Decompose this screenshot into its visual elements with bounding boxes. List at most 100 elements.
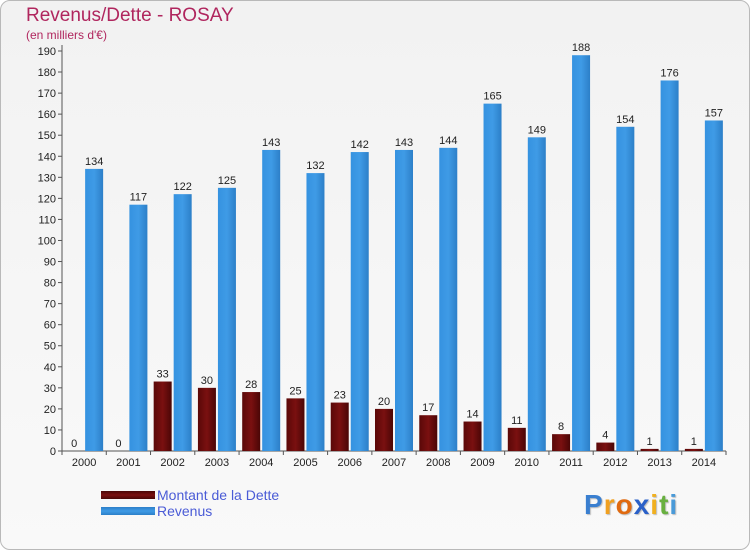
bar-revenus [173,194,192,451]
x-tick-label: 2005 [293,457,317,469]
bar-dette [507,427,526,451]
data-label-dette: 0 [71,438,77,450]
data-label-dette: 14 [466,409,478,421]
bar-dette [640,448,659,451]
legend-label-dette: Montant de la Dette [157,487,280,503]
bar-revenus [129,204,148,451]
bar-revenus [572,55,591,452]
logo-letter: t [659,489,670,520]
data-label-dette: 23 [334,390,346,402]
legend-swatch-dette [101,491,155,499]
bar-dette [596,442,615,451]
data-label-revenus: 165 [483,91,501,103]
x-tick-label: 2000 [72,457,96,469]
y-tick-label: 140 [38,151,56,163]
logo-letter: i [669,489,679,520]
y-tick-label: 10 [44,425,56,437]
bar-revenus [85,168,104,452]
y-tick-label: 40 [44,362,56,374]
x-tick-label: 2006 [337,457,361,469]
y-tick-label: 30 [44,383,56,395]
bar-revenus [306,173,325,451]
bar-revenus [616,126,635,451]
y-tick-label: 190 [38,46,56,58]
proxiti-logo: Proxiti [584,489,678,521]
y-tick-label: 150 [38,130,56,142]
x-tick-label: 2013 [647,457,671,469]
bar-revenus [395,149,413,451]
data-label-revenus: 144 [439,135,457,147]
data-label-dette: 1 [647,436,653,448]
bar-dette [153,381,172,451]
bar-dette [684,448,703,451]
x-tick-label: 2012 [603,457,627,469]
data-label-dette: 8 [558,421,564,433]
data-label-dette: 25 [289,385,301,397]
y-tick-label: 110 [38,214,56,226]
data-label-revenus: 157 [705,107,723,119]
y-tick-label: 170 [38,88,56,100]
bar-revenus [704,120,723,451]
chart-subtitle: (en milliers d'€) [26,28,107,42]
data-label-revenus: 143 [262,137,280,149]
data-label-revenus: 176 [660,67,678,79]
bar-dette [197,387,216,451]
chart-title: Revenus/Dette - ROSAY [26,5,234,26]
data-label-revenus: 125 [218,175,236,187]
bar-revenus [439,147,458,451]
x-tick-label: 2014 [692,457,716,469]
y-tick-label: 80 [44,278,56,290]
data-label-revenus: 143 [395,137,413,149]
x-tick-label: 2009 [470,457,494,469]
bar-revenus [217,187,236,451]
bar-revenus [262,149,281,451]
y-tick-label: 50 [44,341,56,353]
x-tick-label: 2003 [205,457,229,469]
y-tick-label: 90 [44,257,56,269]
data-label-dette: 33 [157,369,169,381]
legend-swatch-revenus [101,507,155,515]
bar-dette [552,434,571,451]
data-label-dette: 28 [245,379,257,391]
data-label-revenus: 142 [351,139,369,151]
data-label-revenus: 154 [616,114,634,126]
y-tick-label: 20 [44,404,56,416]
bar-dette [330,402,349,451]
y-tick-label: 100 [38,235,56,247]
y-tick-label: 160 [38,109,56,121]
data-label-dette: 30 [201,375,213,387]
logo-letter: P [584,489,604,520]
data-label-dette: 20 [378,396,390,408]
x-tick-label: 2007 [382,457,406,469]
data-label-revenus: 117 [130,192,148,204]
legend-label-revenus: Revenus [157,503,213,519]
bar-dette [463,421,482,451]
bar-dette [286,398,305,451]
x-tick-label: 2011 [559,457,583,469]
x-tick-label: 2008 [426,457,450,469]
logo-letter: x [633,489,651,520]
bar-revenus [483,103,502,451]
bar-revenus [660,80,679,451]
logo-letter: i [650,489,660,520]
x-tick-label: 2002 [160,457,184,469]
bar-dette [242,392,261,451]
data-label-dette: 1 [691,436,697,448]
bar-dette [375,408,393,451]
data-label-dette: 11 [511,415,522,427]
y-tick-label: 60 [44,320,56,332]
bar-dette [419,415,438,451]
x-tick-label: 2004 [249,457,273,469]
data-label-dette: 0 [115,438,121,450]
data-label-dette: 17 [422,402,434,414]
y-tick-label: 130 [38,172,56,184]
data-label-revenus: 149 [528,124,546,136]
data-label-revenus: 132 [306,160,324,172]
x-tick-label: 2010 [515,457,539,469]
y-tick-label: 0 [50,446,56,458]
data-label-dette: 4 [602,430,608,442]
y-tick-label: 180 [38,67,56,79]
data-label-revenus: 122 [173,181,191,193]
